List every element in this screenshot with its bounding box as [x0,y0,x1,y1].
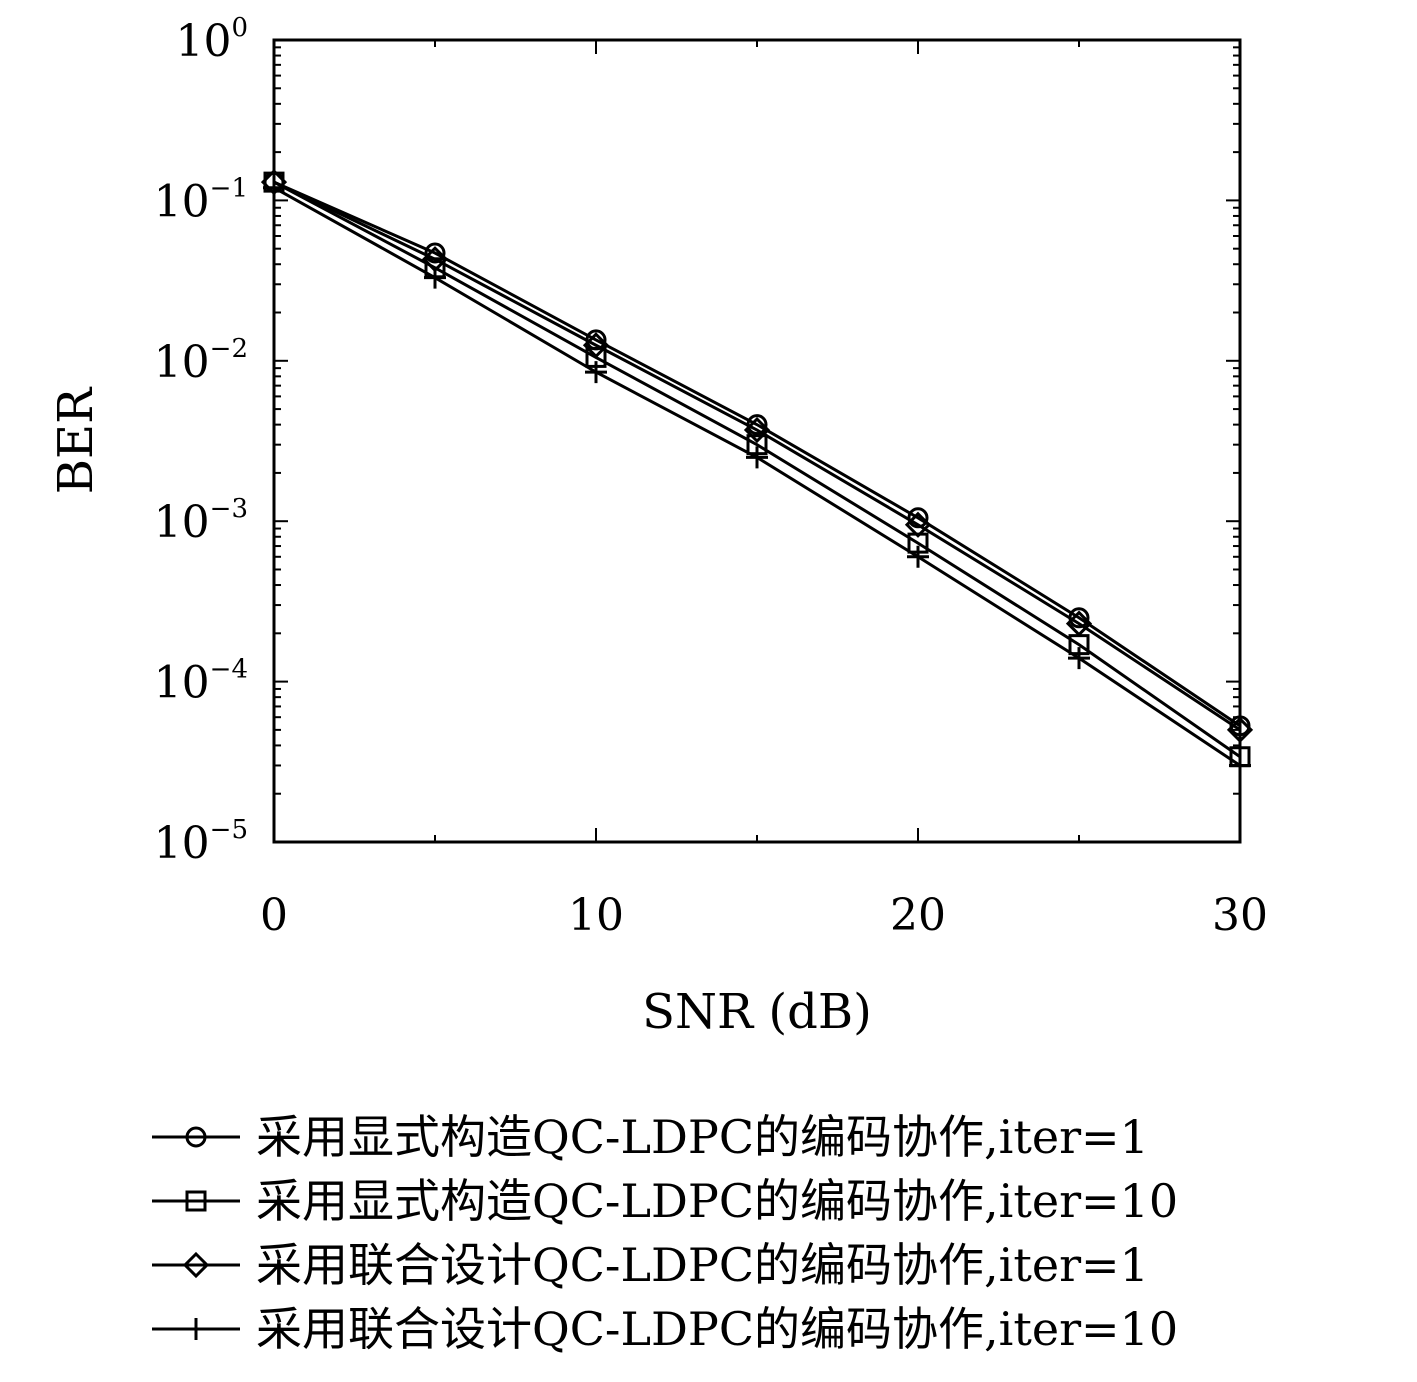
x-tick-label: 10 [568,890,624,941]
legend-label: 采用显式构造QC-LDPC的编码协作,iter=1 [256,1110,1149,1164]
series-layer [260,169,1254,777]
data-point-plus [585,361,607,384]
y-tick-label: 10−1 [154,173,248,227]
y-tick-label: 10−2 [154,334,248,388]
x-tick-label: 0 [260,890,288,941]
data-point-plus [424,266,446,289]
legend-label: 采用联合设计QC-LDPC的编码协作,iter=10 [256,1302,1178,1356]
data-point-plus [1068,647,1090,670]
y-tick-label: 100 [175,13,248,67]
x-tick-label: 20 [890,890,946,941]
x-tick-label: 30 [1212,890,1268,941]
data-point-plus [746,446,768,469]
legend-label: 采用显式构造QC-LDPC的编码协作,iter=10 [256,1174,1178,1228]
data-point-plus [263,176,285,199]
axis-ticks: 0 10 20 30 100 10−1 10−2 10−3 10−4 10−5 [154,13,1268,941]
series-line [273,180,1241,728]
data-point-diamond [1065,610,1093,637]
legend-item: 采用显式构造QC-LDPC的编码协作,iter=10 [152,1174,1178,1228]
x-axis-title: SNR (dB) [642,984,872,1040]
legend-item: 采用显式构造QC-LDPC的编码协作,iter=1 [152,1110,1149,1164]
series-line [273,180,1241,732]
data-point-circle [424,242,446,264]
legend-label: 采用联合设计QC-LDPC的编码协作,iter=1 [256,1238,1149,1292]
data-point-diamond [1226,716,1254,744]
legend-marker-plus [185,1318,207,1340]
data-point-diamond [582,332,610,359]
series-diamond [260,169,1254,744]
y-axis-title: BER [48,386,104,494]
y-tick-label: 10−5 [154,815,248,869]
series-line [273,186,1241,767]
legend-marker-circle [185,1126,207,1148]
legend-item: 采用联合设计QC-LDPC的编码协作,iter=1 [152,1238,1149,1292]
legend-marker-square [185,1190,207,1212]
data-point-plus [1229,754,1251,777]
y-tick-label: 10−4 [154,655,248,709]
legend-marker-diamond [182,1251,210,1279]
series-plus [263,176,1251,777]
y-tick-label: 10−3 [154,494,248,548]
data-point-diamond [904,511,932,538]
legend-item: 采用联合设计QC-LDPC的编码协作,iter=10 [152,1302,1178,1356]
data-point-diamond [743,416,771,444]
series-square [263,171,1251,768]
data-point-plus [907,545,929,568]
legend: 采用显式构造QC-LDPC的编码协作,iter=1 采用显式构造QC-LDPC的编… [152,1110,1178,1356]
